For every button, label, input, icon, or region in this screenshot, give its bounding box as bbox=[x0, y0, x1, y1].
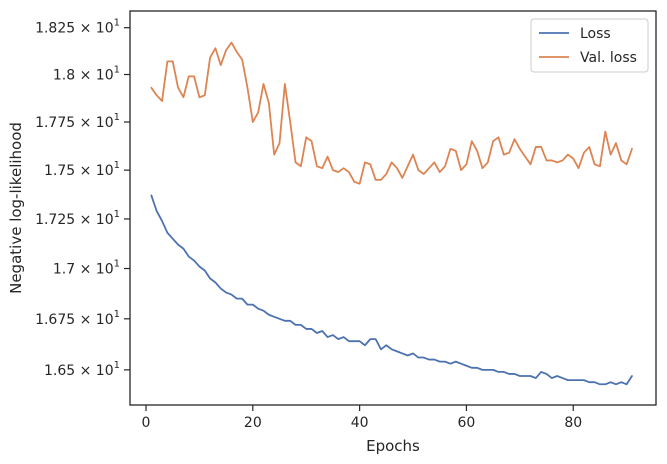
x-tick-label: 80 bbox=[564, 415, 582, 431]
y-tick-exponent: 1 bbox=[114, 209, 120, 220]
y-tick-mantissa: 1.75 bbox=[44, 163, 75, 179]
y-tick-label: 1.7 × 101 bbox=[53, 259, 120, 278]
y-tick-mantissa: 1.7 bbox=[53, 262, 75, 278]
y-tick-exponent: 1 bbox=[114, 112, 120, 123]
y-tick-label: 1.825 × 101 bbox=[35, 18, 120, 37]
y-tick-times: × bbox=[75, 212, 96, 228]
y-tick-exponent: 1 bbox=[114, 18, 120, 29]
y-tick-exponent: 1 bbox=[114, 360, 120, 371]
y-tick-times: × bbox=[75, 68, 96, 84]
x-tick-label: 20 bbox=[244, 415, 262, 431]
y-tick-mantissa: 1.725 bbox=[35, 212, 75, 228]
plot-area bbox=[130, 11, 656, 405]
y-tick-mantissa: 1.8 bbox=[53, 68, 75, 84]
y-tick-exponent: 1 bbox=[114, 259, 120, 270]
y-tick-mantissa: 1.65 bbox=[44, 363, 75, 379]
y-tick-base: 10 bbox=[96, 262, 114, 278]
legend: Loss Val. loss bbox=[530, 18, 649, 73]
x-tick-label: 0 bbox=[142, 415, 151, 431]
y-tick-base: 10 bbox=[96, 363, 114, 379]
y-tick-base: 10 bbox=[96, 68, 114, 84]
y-tick-base: 10 bbox=[96, 163, 114, 179]
x-tick-label: 60 bbox=[458, 415, 476, 431]
y-tick-base: 10 bbox=[96, 115, 114, 131]
y-tick-label: 1.75 × 101 bbox=[44, 160, 120, 179]
series-layer bbox=[150, 41, 633, 386]
y-tick-exponent: 1 bbox=[114, 160, 120, 171]
legend-label-val-loss: Val. loss bbox=[580, 50, 637, 66]
series-line-loss bbox=[150, 194, 633, 386]
y-tick-mantissa: 1.825 bbox=[35, 21, 75, 37]
x-tick-label: 40 bbox=[351, 415, 369, 431]
legend-label-loss: Loss bbox=[580, 26, 611, 42]
y-tick-exponent: 1 bbox=[114, 309, 120, 320]
y-tick-times: × bbox=[75, 115, 96, 131]
y-tick-times: × bbox=[75, 163, 96, 179]
y-tick-label: 1.725 × 101 bbox=[35, 209, 120, 228]
x-axis-title: Epochs bbox=[366, 437, 420, 455]
y-tick-times: × bbox=[75, 262, 96, 278]
plot-frame bbox=[129, 10, 657, 406]
y-tick-times: × bbox=[75, 312, 96, 328]
y-tick-times: × bbox=[75, 363, 96, 379]
y-tick-base: 10 bbox=[96, 212, 114, 228]
series-line-val-loss bbox=[150, 41, 633, 185]
y-tick-times: × bbox=[75, 21, 96, 37]
y-tick-label: 1.65 × 101 bbox=[44, 360, 120, 379]
y-tick-mantissa: 1.675 bbox=[35, 312, 75, 328]
y-axis-title: Negative log-likelihood bbox=[7, 122, 25, 294]
y-tick-base: 10 bbox=[96, 21, 114, 37]
y-tick-base: 10 bbox=[96, 312, 114, 328]
y-tick-mantissa: 1.775 bbox=[35, 115, 75, 131]
y-tick-label: 1.675 × 101 bbox=[35, 309, 120, 328]
y-tick-label: 1.8 × 101 bbox=[53, 65, 120, 84]
y-tick-label: 1.775 × 101 bbox=[35, 112, 120, 131]
y-tick-exponent: 1 bbox=[114, 65, 120, 76]
